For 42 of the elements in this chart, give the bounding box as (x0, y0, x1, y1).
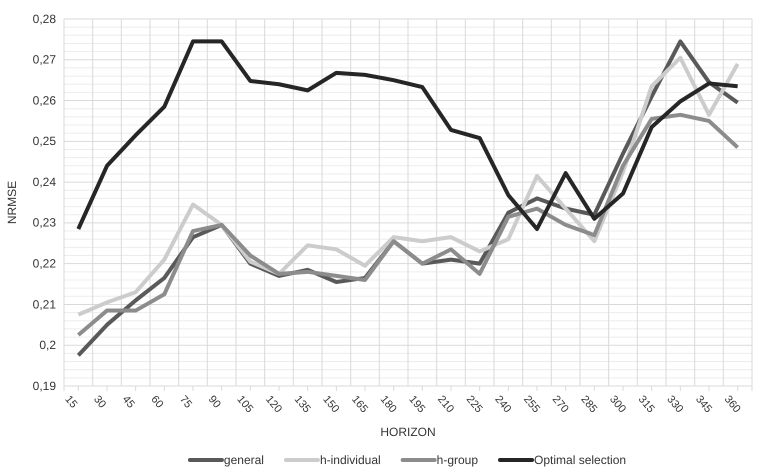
y-tick-label: 0,21 (32, 297, 56, 312)
x-tick-label: 240 (492, 393, 514, 416)
x-tick-label: 195 (406, 393, 428, 416)
x-tick-label: 60 (148, 393, 166, 411)
y-tick-label: 0,28 (32, 12, 56, 26)
x-tick-label: 90 (206, 393, 223, 411)
x-tick-label: 225 (464, 393, 485, 416)
y-tick-label: 0,22 (32, 256, 56, 271)
legend-label: h-group (436, 453, 478, 467)
y-tick-label: 0,26 (32, 93, 56, 108)
x-tick-label: 180 (378, 393, 399, 416)
x-tick-label: 165 (349, 393, 370, 416)
x-tick-label: 360 (722, 393, 743, 416)
x-tick-label: 150 (320, 393, 342, 416)
x-tick-label: 135 (292, 393, 313, 416)
legend-label: h-individual (320, 453, 381, 467)
x-tick-label: 30 (91, 393, 108, 411)
x-tick-label: 105 (234, 393, 256, 416)
x-tick-label: 300 (607, 393, 628, 416)
x-axis-title: HORIZON (380, 425, 436, 439)
x-tick-label: 330 (664, 393, 686, 416)
x-tick-label: 120 (263, 393, 284, 416)
y-tick-label: 0,23 (32, 216, 56, 230)
x-tick-label: 45 (120, 393, 137, 411)
line-series (76, 39, 740, 232)
x-tick-label: 270 (550, 393, 571, 416)
x-tick-label: 285 (578, 393, 600, 416)
y-tick-label: 0,2 (39, 338, 56, 352)
x-tick-label: 345 (693, 393, 714, 416)
legend-label: Optimal selection (534, 453, 626, 467)
line-series (76, 112, 740, 338)
y-tick-label: 0,27 (32, 52, 56, 67)
y-tick-label: 0,24 (32, 174, 56, 189)
x-tick-label: 75 (177, 393, 194, 411)
x-tick-label: 255 (521, 393, 542, 416)
x-tick-label: 15 (62, 393, 80, 411)
y-tick-label: 0,25 (32, 134, 56, 148)
legend-label: general (224, 453, 264, 467)
y-axis-title: NRMSE (5, 180, 19, 224)
x-tick-label: 210 (435, 393, 456, 416)
x-tick-label: 315 (636, 393, 657, 416)
y-tick-label: 0,19 (32, 378, 56, 393)
